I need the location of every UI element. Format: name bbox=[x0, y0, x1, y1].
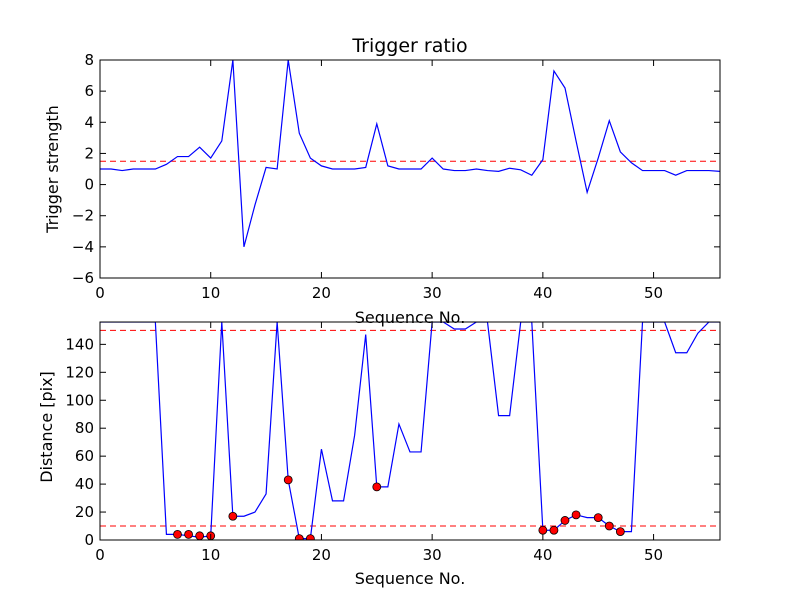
data-marker bbox=[294, 534, 304, 540]
data-marker bbox=[549, 525, 559, 535]
x-tick-label: 50 bbox=[644, 546, 663, 564]
data-marker bbox=[305, 534, 315, 540]
data-marker bbox=[283, 475, 293, 485]
data-marker bbox=[184, 530, 193, 539]
x-tick-label: 10 bbox=[201, 546, 220, 564]
data-marker bbox=[571, 510, 581, 520]
y-tick-label: 140 bbox=[65, 335, 94, 353]
chart-title: Trigger ratio bbox=[351, 35, 467, 57]
x-tick-label: 30 bbox=[423, 284, 442, 302]
top-plot-area bbox=[100, 60, 720, 248]
x-tick-label: 20 bbox=[312, 546, 331, 564]
y-tick-label: 8 bbox=[84, 51, 94, 69]
bottom-x-axis-label: Sequence No. bbox=[355, 569, 466, 588]
top-x-axis-label: Sequence No. bbox=[355, 308, 466, 327]
x-tick-label: 0 bbox=[95, 546, 105, 564]
y-tick-label: 80 bbox=[75, 419, 94, 437]
data-marker bbox=[604, 521, 614, 531]
y-tick-label: 0 bbox=[84, 531, 94, 549]
y-tick-label: −6 bbox=[72, 269, 94, 287]
x-tick-label: 40 bbox=[533, 546, 552, 564]
y-tick-label: 120 bbox=[65, 363, 94, 381]
y-tick-label: 6 bbox=[84, 82, 94, 100]
y-tick-label: 20 bbox=[75, 503, 94, 521]
data-marker bbox=[372, 482, 382, 492]
data-marker bbox=[195, 531, 205, 540]
top-ticks: 0 10 20 30 40 50 −6 −4 −2 0 2 4 6 8 bbox=[72, 51, 720, 302]
data-marker bbox=[615, 527, 625, 537]
data-marker bbox=[228, 511, 238, 521]
x-tick-label: 40 bbox=[533, 284, 552, 302]
y-tick-label: 2 bbox=[84, 144, 94, 162]
y-tick-label: −2 bbox=[72, 207, 94, 225]
bottom-y-axis-label: Distance [pix] bbox=[37, 371, 56, 483]
distance-plot: 0 10 20 30 40 50 0 20 40 60 80 100 120 140 Sequence N… bbox=[37, 321, 721, 588]
data-marker bbox=[560, 516, 570, 525]
series-line bbox=[100, 60, 720, 248]
y-tick-label: −4 bbox=[72, 238, 94, 256]
bottom-axes-frame bbox=[99, 321, 721, 541]
y-tick-label: 100 bbox=[65, 391, 94, 409]
y-tick-label: 0 bbox=[84, 176, 94, 194]
data-marker bbox=[173, 530, 182, 539]
data-marker bbox=[593, 513, 603, 523]
top-y-axis-label: Trigger strength bbox=[43, 105, 62, 234]
bottom-ticks: 0 10 20 30 40 50 0 20 40 60 80 100 120 140 bbox=[65, 322, 720, 564]
x-tick-label: 20 bbox=[312, 284, 331, 302]
y-tick-label: 4 bbox=[84, 113, 94, 131]
x-tick-label: 50 bbox=[644, 284, 663, 302]
y-tick-label: 40 bbox=[75, 475, 94, 493]
x-tick-label: 0 bbox=[95, 284, 105, 302]
data-marker bbox=[538, 525, 548, 535]
top-axes-frame bbox=[99, 59, 721, 279]
x-tick-label: 10 bbox=[201, 284, 220, 302]
x-tick-label: 30 bbox=[423, 546, 442, 564]
bottom-plot-area bbox=[100, 322, 720, 540]
y-tick-label: 60 bbox=[75, 447, 94, 465]
